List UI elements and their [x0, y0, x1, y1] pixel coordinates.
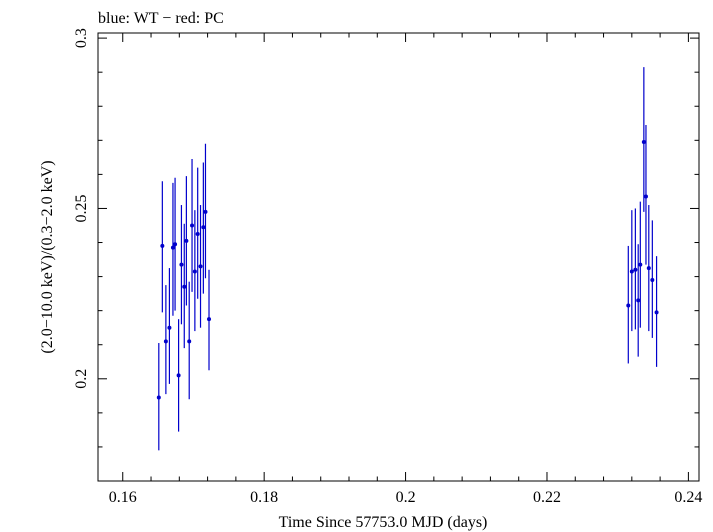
point-marker [201, 225, 206, 230]
point-marker [636, 298, 641, 303]
x-tick-label: 0.18 [250, 489, 278, 506]
data-point [195, 167, 200, 299]
data-point [179, 205, 184, 325]
x-axis-label: Time Since 57753.0 MJD (days) [279, 514, 488, 531]
point-marker [650, 277, 655, 282]
point-marker [170, 245, 175, 250]
point-marker [163, 339, 168, 344]
point-marker [179, 262, 184, 267]
data-point [173, 177, 178, 311]
plot-frame [97, 32, 700, 482]
point-marker [182, 284, 187, 289]
point-marker [187, 339, 192, 344]
point-marker [192, 269, 197, 274]
point-marker [633, 267, 638, 272]
data-point [636, 244, 641, 357]
point-marker [629, 269, 634, 274]
y-tick-label: 0.25 [73, 194, 90, 222]
point-marker [160, 243, 165, 248]
data-point [201, 162, 206, 294]
y-axis-label: (2.0−10.0 keV)/(0.3−2.0 keV) [39, 160, 56, 353]
data-point [182, 223, 187, 349]
point-marker [184, 238, 189, 243]
point-marker [654, 310, 659, 315]
data-point [156, 343, 161, 451]
data-point [198, 205, 203, 328]
data-point [192, 210, 197, 332]
point-marker [638, 262, 643, 267]
data-point [629, 210, 634, 332]
x-tick-label: 0.2 [396, 489, 416, 506]
point-marker [190, 223, 195, 228]
x-tick-label: 0.24 [674, 489, 702, 506]
data-point [167, 268, 172, 384]
data-point [633, 208, 638, 330]
y-tick-label: 0.3 [73, 28, 90, 48]
data-point [203, 143, 208, 279]
y-tick-label: 0.2 [73, 369, 90, 389]
y-axis: 0.2 0.25 0.3 [73, 28, 699, 482]
data-point [654, 256, 659, 367]
data-point [626, 245, 631, 364]
point-marker [176, 373, 181, 378]
data-point [207, 269, 212, 371]
data-point [184, 176, 189, 306]
data-point [176, 319, 181, 432]
point-marker [626, 303, 631, 308]
data-point [187, 281, 192, 400]
data-point [641, 67, 646, 212]
x-axis: 0.16 0.18 0.2 0.22 0.24 [109, 33, 702, 506]
point-marker [646, 266, 651, 271]
data-point [160, 181, 165, 313]
x-tick-label: 0.16 [109, 489, 137, 506]
data-point [646, 205, 651, 332]
data-points [156, 67, 659, 451]
data-point [163, 285, 168, 395]
point-marker [207, 317, 212, 322]
point-marker [156, 395, 161, 400]
point-marker [203, 209, 208, 214]
data-point [643, 124, 648, 265]
x-tick-label: 0.22 [533, 489, 561, 506]
data-point [170, 182, 175, 316]
point-marker [195, 232, 200, 237]
point-marker [641, 140, 646, 145]
point-marker [173, 242, 178, 247]
data-point [638, 201, 643, 328]
chart-title: blue: WT − red: PC [98, 10, 224, 27]
data-point [650, 220, 655, 338]
data-point [190, 159, 195, 292]
point-marker [198, 264, 203, 269]
point-marker [643, 194, 648, 199]
point-marker [167, 325, 172, 330]
